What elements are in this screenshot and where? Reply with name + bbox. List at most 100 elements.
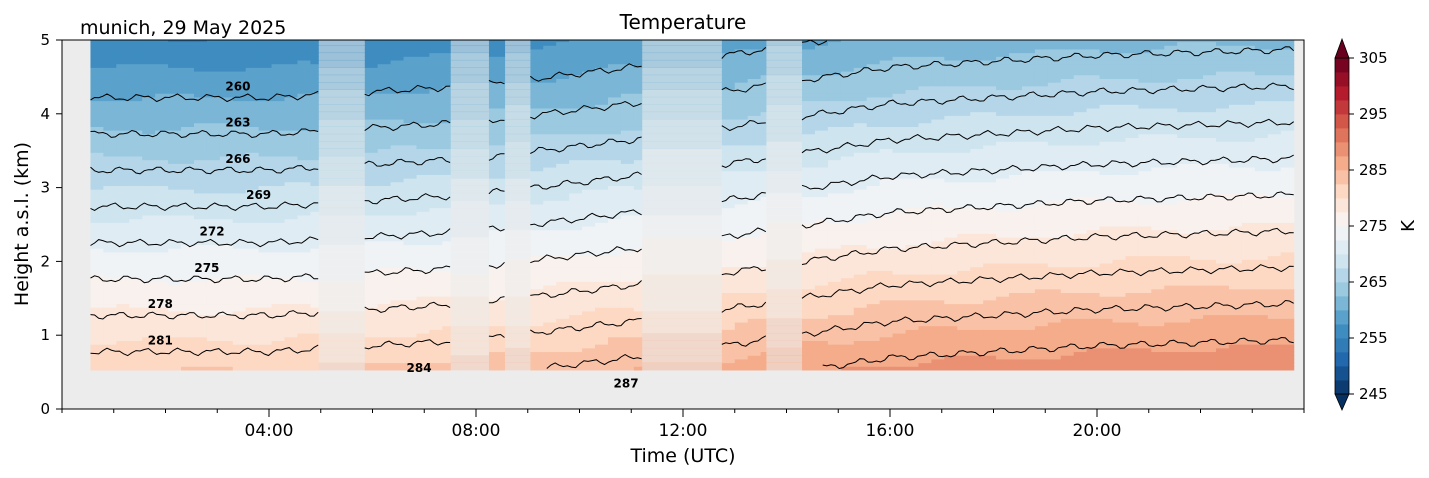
field-cell (377, 181, 392, 186)
field-cell (258, 93, 273, 98)
field-cell (931, 74, 945, 79)
field-cell (827, 126, 842, 131)
field-cell (530, 237, 544, 242)
field-cell (90, 133, 104, 139)
field-cell (116, 314, 130, 319)
field-cell (181, 185, 195, 190)
field-cell (390, 318, 405, 323)
field-cell (866, 229, 881, 234)
field-cell (501, 240, 506, 246)
field-cell (607, 273, 622, 279)
field-cell (556, 141, 570, 146)
field-cell (905, 351, 920, 356)
field-cell (403, 314, 418, 319)
field-cell (569, 240, 583, 246)
field-cell (390, 281, 405, 286)
field-cell (442, 166, 451, 172)
field-cell (364, 196, 379, 201)
field-cell (853, 310, 868, 316)
field-cell (543, 273, 557, 279)
field-cell (879, 303, 894, 308)
field-cell (232, 233, 247, 238)
field-cell (802, 52, 816, 57)
field-cell (403, 130, 418, 135)
field-cell (168, 329, 182, 334)
field-cell (879, 189, 894, 194)
field-cell (364, 347, 379, 353)
field-cell (155, 255, 169, 260)
field-cell (944, 262, 958, 268)
field-cell (814, 155, 829, 161)
field-cell (944, 63, 958, 68)
field-cell (377, 189, 392, 194)
field-cell (168, 307, 182, 312)
field-cell (931, 270, 945, 275)
field-cell (569, 144, 583, 150)
field-cell (866, 314, 881, 319)
field-cell (193, 229, 208, 234)
field-cell (258, 122, 273, 127)
field-cell (181, 41, 195, 46)
field-cell (142, 59, 156, 65)
gap-cell (318, 89, 365, 98)
field-cell (760, 52, 767, 57)
field-cell (879, 325, 894, 330)
field-cell (595, 185, 609, 190)
field-cell (802, 203, 816, 209)
field-cell (488, 355, 503, 360)
field-cell (957, 211, 971, 216)
field-cell (760, 270, 767, 275)
field-cell (633, 70, 643, 76)
field-cell (931, 152, 945, 157)
field-cell (802, 285, 816, 290)
field-cell (129, 332, 143, 338)
field-cell (193, 222, 208, 227)
field-cell (232, 344, 247, 349)
field-cell (416, 118, 431, 124)
field-cell (827, 141, 842, 146)
field-cell (721, 100, 736, 105)
field-cell (416, 347, 431, 353)
field-cell (103, 355, 117, 360)
field-cell (219, 266, 234, 271)
field-cell (442, 82, 451, 87)
field-cell (866, 122, 881, 127)
field-cell (284, 214, 299, 220)
field-cell (416, 100, 431, 105)
field-cell (556, 366, 570, 371)
field-cell (232, 288, 247, 293)
field-cell (802, 347, 816, 353)
field-cell (879, 148, 894, 153)
field-cell (193, 251, 208, 257)
field-cell (840, 45, 855, 50)
field-cell (802, 296, 816, 301)
field-cell (633, 67, 643, 72)
field-cell (310, 347, 319, 353)
field-cell (853, 178, 868, 183)
field-cell (827, 85, 842, 91)
field-cell (297, 270, 311, 275)
field-cell (501, 347, 506, 353)
field-cell (957, 321, 971, 327)
field-cell (721, 133, 736, 139)
field-cell (488, 40, 503, 43)
field-cell (721, 189, 736, 194)
field-cell (219, 133, 234, 139)
field-cell (168, 292, 182, 297)
field-cell (879, 233, 894, 238)
field-cell (142, 303, 156, 308)
field-cell (155, 344, 169, 349)
field-cell (206, 229, 221, 234)
field-cell (543, 332, 557, 338)
field-cell (633, 347, 643, 353)
field-cell (827, 237, 842, 242)
field-cell (905, 277, 920, 282)
field-cell (297, 126, 311, 131)
field-cell (181, 218, 195, 223)
gap-cell (318, 45, 365, 54)
field-cell (747, 255, 762, 260)
field-cell (416, 266, 431, 271)
field-cell (747, 248, 762, 253)
field-cell (442, 366, 451, 371)
field-cell (377, 148, 392, 153)
